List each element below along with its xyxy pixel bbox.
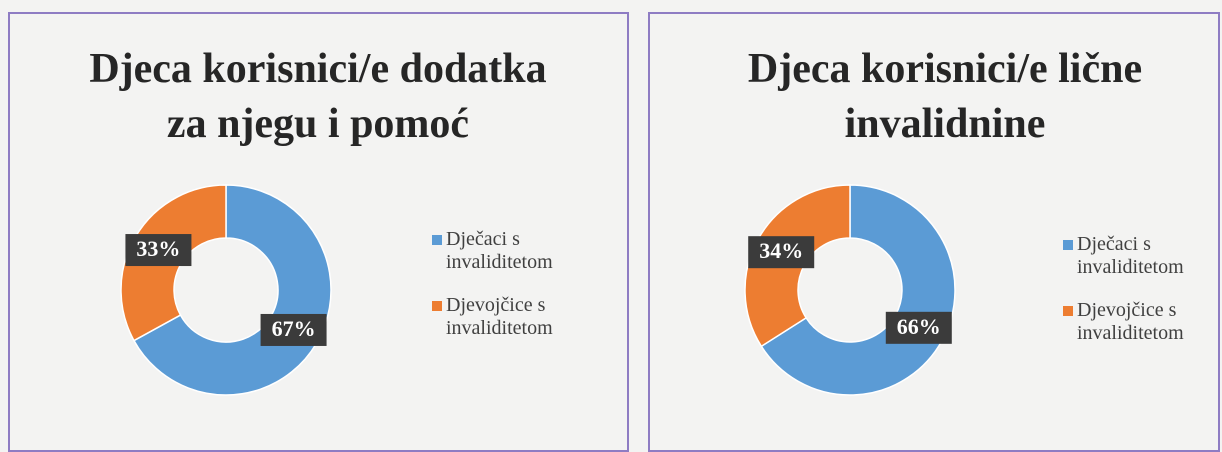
legend-label: Djevojčice s invaliditetom (446, 294, 553, 339)
legend-item: Djevojčice s invaliditetom (1063, 299, 1217, 345)
legend-label: Djevojčice s invaliditetom (1077, 299, 1184, 344)
data-label-box (260, 313, 327, 346)
legend-item: Djevojčice s invaliditetom (432, 294, 586, 340)
data-label: 34% (759, 238, 803, 263)
data-label: 67% (272, 316, 316, 341)
data-label-box (125, 234, 192, 267)
legend: Dječaci s invaliditetom Djevojčice s inva… (432, 228, 586, 360)
legend-swatch (1063, 306, 1073, 316)
chart-title: Djeca korisnici/e lične invalidnine (747, 46, 1143, 147)
data-label: 66% (897, 314, 941, 339)
charts: 67% 33% 66% 34% (120, 184, 956, 396)
legend-label: Dječaci s invaliditetom (446, 228, 553, 273)
page: 67%33%66%34% (() => { const data = JSON.… (8, 12, 1220, 452)
legend-swatch (432, 235, 442, 245)
data-label-box (885, 311, 952, 344)
legend-item: Dječaci s invaliditetom (1063, 233, 1217, 279)
data-label: 33% (136, 236, 180, 261)
legend-label: Dječaci s invaliditetom (1077, 233, 1184, 278)
legend-item: Dječaci s invaliditetom (432, 228, 586, 274)
chart-title: Djeca korisnici/e dodatka za njegu i pom… (89, 46, 547, 147)
legend-swatch (432, 301, 442, 311)
legend-swatch (1063, 240, 1073, 250)
data-label-box (748, 236, 815, 269)
legend: Dječaci s invaliditetom Djevojčice s inva… (1063, 233, 1217, 365)
